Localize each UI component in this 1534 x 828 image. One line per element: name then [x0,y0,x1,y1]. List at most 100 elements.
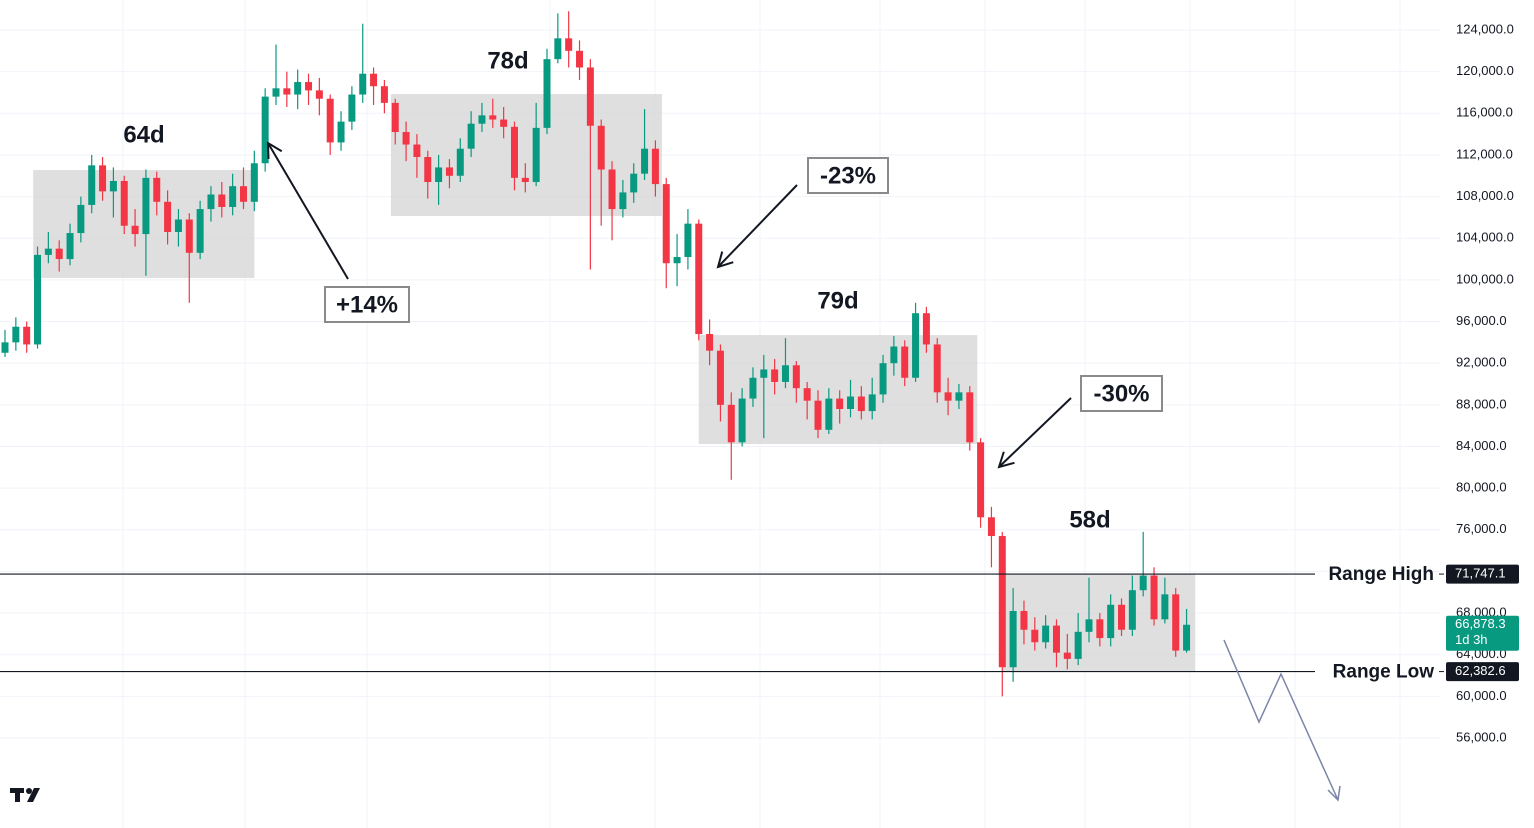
candle-body [207,194,215,210]
candle-body [142,177,150,235]
candle-body [272,88,280,97]
candle-body [760,369,768,378]
annotation-label: -30% [1093,380,1149,407]
candle-body [847,396,855,410]
candle-body [109,180,117,192]
y-tick-label: 100,000.0 [1456,271,1514,286]
y-tick-label: 124,000.0 [1456,21,1514,36]
candles [1,11,1191,697]
candle-body [1139,575,1147,591]
candle-body [229,186,237,207]
range-duration: 78d [487,47,528,74]
annotation-box [807,157,889,194]
candle-body [131,225,139,235]
candle-body [749,377,757,399]
candle-body [814,400,822,430]
candle-body [966,392,974,443]
candle-body [922,313,930,345]
candle-body [912,313,920,378]
last-price-label: 66,878.3 [1455,616,1506,631]
candle-body [23,326,31,345]
candle-body [164,201,172,232]
y-tick-label: 120,000.0 [1456,63,1514,78]
annotation-arrow [267,142,349,280]
candle-body [673,256,681,264]
tradingview-logo [10,788,40,802]
candle-body [1096,619,1104,639]
candle-body [413,144,421,158]
candle-body [608,169,616,210]
arrow-head [716,251,734,269]
candle-body [77,204,85,234]
arrow-head [997,451,1015,469]
candle-body [803,388,811,401]
range-duration: 79d [817,287,858,314]
candle-body [456,148,464,176]
candle-body [521,177,529,183]
range-line-label: Range High [1328,564,1434,585]
candle-body [99,165,107,192]
candle-body [1063,652,1071,659]
annotation-label: -23% [820,162,876,189]
candle-body [489,115,497,120]
candle-body [716,350,724,405]
candle-body [1128,590,1136,630]
candle-body [641,148,649,174]
candle-body [998,536,1006,668]
candle-body [738,398,746,443]
annotation-box [324,286,410,323]
candle-body [391,102,399,133]
candle-body [44,248,52,255]
candle-body [1074,631,1082,659]
candle-body [825,398,833,430]
candle-body [218,194,226,207]
candle-body [510,126,518,178]
candle-body [836,398,844,410]
candle-body [66,233,74,260]
candle-body [261,96,269,164]
candle-body [445,167,453,176]
candle-body [1172,594,1180,651]
candle-body [1009,611,1017,668]
candle-body [576,50,584,68]
candle-body [359,73,367,95]
candle-body [435,167,443,183]
candle-body [1150,575,1158,620]
candle-body [532,127,540,183]
candle-body [868,394,876,412]
candle-body [630,173,638,193]
candle-body [283,88,291,95]
candle-body [944,392,952,401]
candle-body [326,98,334,143]
range-line-label: Range Low [1333,662,1435,683]
candle-body [1107,604,1115,639]
candle-body [1118,604,1126,630]
candle-body [370,73,378,87]
last-price-tag [1446,615,1519,651]
candle-body [586,67,594,126]
projection-path [1223,639,1341,802]
annotation-box [1080,375,1163,412]
candle-body [12,326,20,343]
y-tick-label: 88,000.0 [1456,396,1507,411]
candle-body [153,177,161,202]
candle-body [597,125,605,170]
y-tick-label: 108,000.0 [1456,188,1514,203]
candle-body [174,219,182,232]
candle-body [467,123,475,149]
y-tick-label: 116,000.0 [1456,105,1513,120]
candle-body [684,223,692,257]
countdown-label: 1d 3h [1455,632,1488,647]
candle-body [55,248,63,260]
y-tick-label: 96,000.0 [1456,313,1507,328]
candle-body [185,219,193,253]
candle-body [1161,594,1169,620]
candle-body [120,180,128,226]
y-tick-label: 92,000.0 [1456,355,1507,370]
candle-body [857,396,865,412]
candle-body [1042,625,1050,643]
y-tick-label: 60,000.0 [1456,688,1507,703]
candle-body [977,442,985,518]
candle-body [901,346,909,378]
